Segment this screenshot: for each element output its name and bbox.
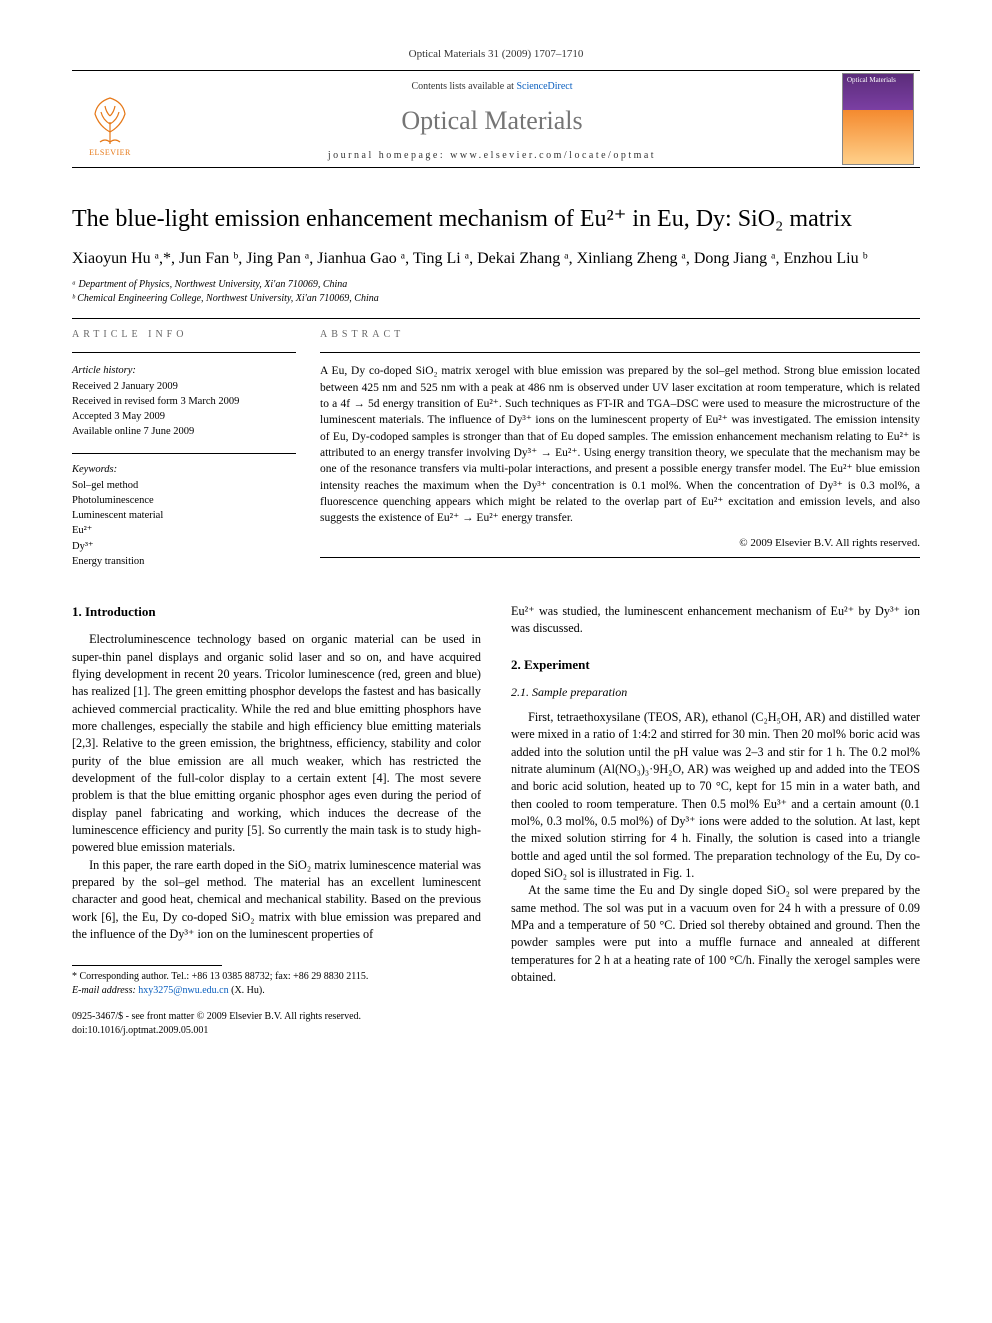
history-online: Available online 7 June 2009 — [72, 424, 296, 439]
publisher-logo-area: ELSEVIER — [72, 71, 148, 167]
corresponding-footer: * Corresponding author. Tel.: +86 13 038… — [72, 965, 481, 998]
journal-cover-thumb: Optical Materials — [842, 73, 914, 165]
doi-block: 0925-3467/$ - see front matter © 2009 El… — [72, 1010, 481, 1038]
history-head: Article history: — [72, 363, 296, 378]
elsevier-logo: ELSEVIER — [78, 81, 142, 157]
affiliations: ᵃ Department of Physics, Northwest Unive… — [72, 278, 920, 306]
keywords-rule — [72, 453, 296, 454]
info-rule — [72, 352, 296, 353]
email-link[interactable]: hxy3275@nwu.edu.cn — [138, 985, 228, 996]
corresponding-line: * Corresponding author. Tel.: +86 13 038… — [72, 970, 481, 984]
intro-heading: 1. Introduction — [72, 603, 481, 621]
abstract-label: ABSTRACT — [320, 329, 920, 340]
affiliation-b: ᵇ Chemical Engineering College, Northwes… — [72, 292, 920, 306]
masthead: ELSEVIER Contents lists available at Sci… — [72, 70, 920, 167]
article-info-label: ARTICLE INFO — [72, 329, 296, 340]
homepage-url[interactable]: www.elsevier.com/locate/optmat — [450, 150, 656, 161]
homepage-prefix: journal homepage: — [328, 150, 450, 161]
abstract-top-rule — [320, 352, 920, 353]
keyword-item: Sol–gel method — [72, 478, 296, 493]
email-label: E-mail address: — [72, 985, 138, 996]
copyright-line: © 2009 Elsevier B.V. All rights reserved… — [320, 537, 920, 549]
abstract-column: ABSTRACT A Eu, Dy co-doped SiO₂ matrix x… — [320, 319, 920, 569]
sample-prep-p1: First, tetraethoxysilane (TEOS, AR), eth… — [511, 709, 920, 882]
homepage-line: journal homepage: www.elsevier.com/locat… — [152, 150, 832, 161]
authors-line: Xiaoyun Hu ᵃ,*, Jun Fan ᵇ, Jing Pan ᵃ, J… — [72, 248, 920, 270]
body-two-column: 1. Introduction Electroluminescence tech… — [72, 603, 920, 1038]
intro-para-2: In this paper, the rare earth doped in t… — [72, 857, 481, 944]
sample-prep-heading: 2.1. Sample preparation — [511, 684, 920, 701]
abstract-text: A Eu, Dy co-doped SiO₂ matrix xerogel wi… — [320, 363, 920, 526]
experiment-heading: 2. Experiment — [511, 656, 920, 674]
header-citation: Optical Materials 31 (2009) 1707–1710 — [72, 48, 920, 60]
keywords-head: Keywords: — [72, 462, 296, 477]
article-title: The blue-light emission enhancement mech… — [72, 204, 920, 234]
contents-line: Contents lists available at ScienceDirec… — [152, 81, 832, 92]
sciencedirect-link[interactable]: ScienceDirect — [516, 81, 572, 92]
masthead-bottom-rule — [72, 167, 920, 168]
keyword-item: Eu²⁺ — [72, 523, 296, 538]
keyword-item: Photoluminescence — [72, 493, 296, 508]
masthead-center: Contents lists available at ScienceDirec… — [148, 71, 836, 167]
article-info-column: ARTICLE INFO Article history: Received 2… — [72, 319, 296, 569]
keyword-item: Luminescent material — [72, 508, 296, 523]
keyword-item: Dy³⁺ — [72, 539, 296, 554]
keyword-item: Energy transition — [72, 554, 296, 569]
history-revised: Received in revised form 3 March 2009 — [72, 394, 296, 409]
history-accepted: Accepted 3 May 2009 — [72, 409, 296, 424]
affiliation-a: ᵃ Department of Physics, Northwest Unive… — [72, 278, 920, 292]
email-line: E-mail address: hxy3275@nwu.edu.cn (X. H… — [72, 984, 481, 998]
doi-line: doi:10.1016/j.optmat.2009.05.001 — [72, 1024, 481, 1038]
elsevier-tree-icon — [85, 92, 135, 146]
sample-prep-p2: At the same time the Eu and Dy single do… — [511, 882, 920, 986]
cover-label: Optical Materials — [847, 76, 896, 84]
email-suffix: (X. Hu). — [229, 985, 265, 996]
keywords-block: Keywords: Sol–gel method Photoluminescen… — [72, 462, 296, 569]
footer-rule — [72, 965, 222, 966]
contents-prefix: Contents lists available at — [411, 81, 516, 92]
article-history: Article history: Received 2 January 2009… — [72, 363, 296, 439]
intro-para-1: Electroluminescence technology based on … — [72, 631, 481, 856]
journal-name: Optical Materials — [152, 106, 832, 136]
history-received: Received 2 January 2009 — [72, 379, 296, 394]
col2-tail: Eu²⁺ was studied, the luminescent enhanc… — [511, 603, 920, 638]
cover-thumb-area: Optical Materials — [836, 71, 920, 167]
abstract-bottom-rule — [320, 557, 920, 558]
issn-line: 0925-3467/$ - see front matter © 2009 El… — [72, 1010, 481, 1024]
publisher-label: ELSEVIER — [89, 148, 131, 157]
